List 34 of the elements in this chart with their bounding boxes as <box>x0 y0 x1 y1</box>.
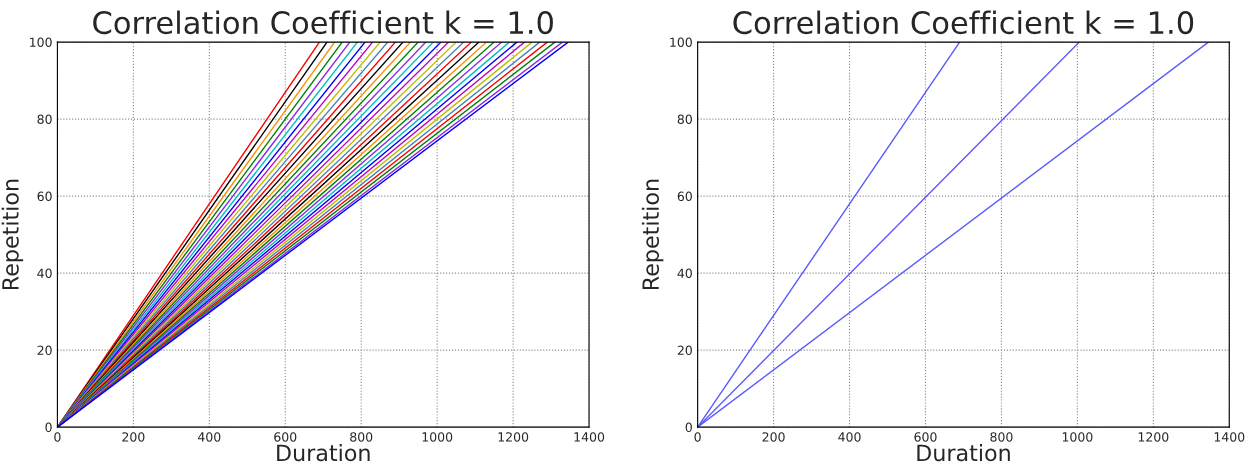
x-tick-label: 600 <box>914 432 937 442</box>
y-tick-label: 100 <box>670 37 692 48</box>
y-tick-label: 80 <box>37 114 52 125</box>
y-tick-label: 0 <box>45 422 52 433</box>
x-tick-label: 1400 <box>1214 432 1245 442</box>
x-tick-label: 1400 <box>574 432 605 442</box>
y-tick-label: 20 <box>37 345 52 356</box>
x-tick-label: 0 <box>54 432 61 442</box>
y-tick-label: 100 <box>30 37 52 48</box>
chart-title: Correlation Coefficient k = 1.0 <box>93 10 553 35</box>
x-tick-label: 1200 <box>498 432 529 442</box>
x-tick-label: 0 <box>694 432 701 442</box>
chart-title: Correlation Coefficient k = 1.0 <box>733 10 1194 35</box>
x-tick-label: 1000 <box>1062 432 1093 442</box>
x-tick-label: 1200 <box>1138 432 1169 442</box>
y-tick-label: 20 <box>677 345 692 356</box>
x-tick-label: 800 <box>350 432 373 442</box>
y-tick-label: 40 <box>677 268 692 279</box>
x-tick-label: 400 <box>197 432 221 442</box>
x-axis-title: Duration <box>277 444 370 462</box>
y-tick-label: 60 <box>37 191 52 202</box>
y-tick-label: 60 <box>677 191 692 202</box>
y-tick-label: 0 <box>685 422 692 433</box>
x-tick-label: 600 <box>274 432 297 442</box>
x-tick-label: 400 <box>838 432 861 442</box>
y-tick-label: 40 <box>37 268 52 279</box>
x-axis-title: Duration <box>917 444 1010 462</box>
y-tick-label: 80 <box>677 114 692 125</box>
x-tick-label: 1000 <box>422 432 453 442</box>
y-axis-title: Repetition <box>1 179 24 290</box>
x-tick-label: 200 <box>762 432 785 442</box>
x-tick-label: 200 <box>122 432 145 442</box>
y-axis-title: Repetition <box>641 179 664 290</box>
x-tick-label: 800 <box>990 432 1013 442</box>
